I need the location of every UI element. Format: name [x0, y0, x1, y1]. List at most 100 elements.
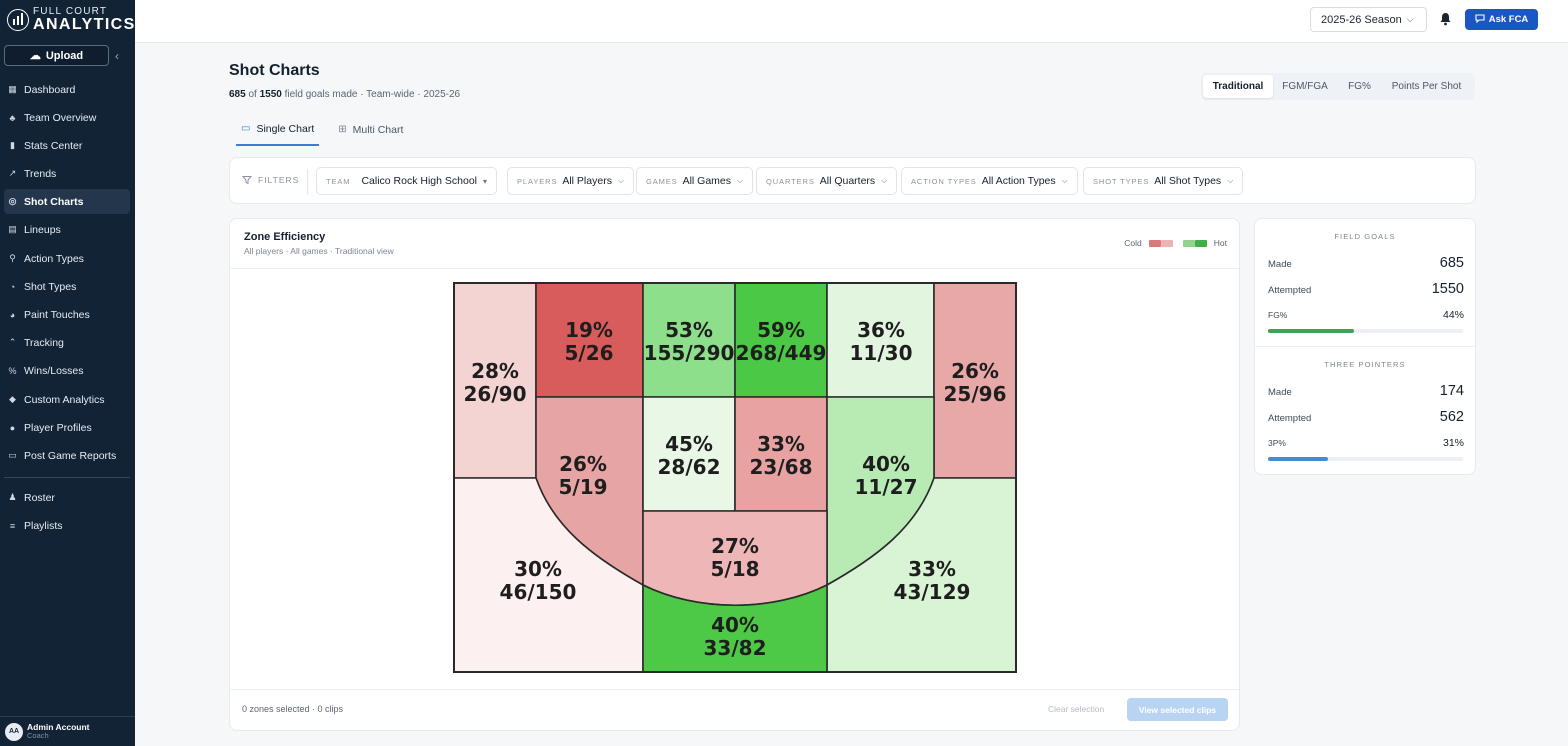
filter-key: TEAM	[326, 176, 351, 186]
zone-top-key-mid[interactable]: 27%5/18	[642, 510, 828, 606]
view-option-fgm-fga[interactable]: FGM/FGA	[1282, 81, 1328, 92]
3p-attempted-row: Attempted 562	[1268, 409, 1464, 425]
sidebar-item-label: Post Game Reports	[24, 449, 117, 462]
app-logo[interactable]: FULL COURT ANALYTICS	[7, 6, 136, 34]
filter-key: QUARTERS	[766, 176, 815, 186]
clear-selection-button[interactable]: Clear selection	[1048, 704, 1105, 714]
tab-multi-chart[interactable]: ⊞ Multi Chart	[333, 113, 408, 146]
chevron-down-icon: ⌵	[737, 176, 744, 185]
tab-single-chart[interactable]: ▭ Single Chart	[236, 113, 320, 146]
3p-pct-row: 3P% 31%	[1268, 437, 1464, 449]
ask-fca-button[interactable]: Ask FCA	[1465, 9, 1538, 30]
playlist-icon: ≡	[9, 520, 16, 531]
cloud-upload-icon: ☁	[29, 50, 41, 62]
sidebar-item-team-overview[interactable]: ♣ Team Overview	[4, 105, 130, 130]
sidebar-item-lineups[interactable]: ▤ Lineups	[4, 217, 130, 242]
collapse-sidebar-icon[interactable]: ‹	[115, 49, 119, 63]
attempt-count: 1550	[259, 89, 282, 100]
sidebar-item-dashboard[interactable]: ▦ Dashboard	[4, 77, 130, 102]
zone-right-elbow-mid[interactable]: 40%11/27	[826, 396, 935, 587]
zone-right-wing-three[interactable]: 33%43/129	[826, 477, 1017, 673]
sidebar-item-shot-types[interactable]: ◔ Shot Types	[4, 274, 130, 299]
legend-swatch	[1182, 239, 1195, 247]
sidebar-item-stats-center[interactable]: ▮ Stats Center	[4, 133, 130, 158]
legend-swatch	[1160, 239, 1173, 247]
zone-efficiency-card: Zone Efficiency All players · All games …	[229, 218, 1240, 731]
chevron-down-icon: ⌵	[1061, 176, 1068, 185]
zone-pct-label: 40%	[862, 452, 910, 476]
zone-fraction-label: 43/129	[894, 580, 971, 604]
sidebar-item-paint-touches[interactable]: ◕ Paint Touches	[4, 302, 130, 327]
chat-icon	[1475, 13, 1485, 26]
zone-fraction-label: 23/68	[750, 455, 813, 479]
sidebar-item-trends[interactable]: ↗ Trends	[4, 161, 130, 186]
ask-fca-label: Ask FCA	[1488, 14, 1529, 25]
zone-left-wing-three[interactable]: 30%46/150	[453, 477, 644, 673]
filter-quarters[interactable]: QUARTERS All Quarters ⌵	[756, 167, 898, 195]
zone-fraction-label: 5/26	[564, 341, 613, 365]
sidebar-item-post-game-reports[interactable]: ▭ Post Game Reports	[4, 443, 130, 468]
sidebar-item-label: Wins/Losses	[24, 364, 84, 377]
table-icon: ▤	[8, 224, 17, 234]
sidebar-item-shot-charts[interactable]: ◎ Shot Charts	[4, 189, 130, 214]
filter-games[interactable]: GAMES All Games ⌵	[636, 167, 754, 195]
view-option-points-per-shot[interactable]: Points Per Shot	[1391, 81, 1462, 92]
sidebar-item-roster[interactable]: ♟ Roster	[4, 485, 130, 510]
filter-value: All Action Types	[981, 175, 1056, 187]
zone-pct-label: 33%	[757, 432, 805, 456]
legend-hot-swatches	[1182, 239, 1207, 247]
filter-action-types[interactable]: ACTION TYPES All Action Types ⌵	[901, 167, 1078, 195]
sidebar-item-label: Trends	[24, 167, 57, 180]
tab-label: Single Chart	[256, 122, 315, 135]
filter-players[interactable]: PLAYERS All Players ⌵	[507, 167, 635, 195]
zone-right-baseline-mid[interactable]: 36%11/30	[826, 282, 935, 398]
stat-label: Made	[1268, 259, 1292, 270]
avatar: AA	[5, 722, 23, 741]
divider	[1255, 346, 1475, 347]
three-pointers-heading: THREE POINTERS	[1324, 360, 1406, 369]
sidebar-item-label: Playlists	[24, 519, 63, 532]
single-chart-icon: ▭	[241, 123, 251, 134]
divider	[230, 689, 1239, 690]
filter-value: All Shot Types	[1154, 175, 1222, 187]
zone-top-key-three[interactable]: 40%33/82	[642, 583, 828, 673]
zone-left-corner-upper[interactable]: 28%26/90	[453, 282, 537, 479]
sidebar-item-custom-analytics[interactable]: ◆ Custom Analytics	[4, 387, 130, 412]
season-select[interactable]: 2025-26 Season ⌵	[1310, 7, 1427, 32]
view-option-traditional[interactable]: Traditional	[1203, 75, 1273, 98]
sidebar-item-action-types[interactable]: ⚲ Action Types	[4, 246, 130, 271]
court-boundary	[453, 282, 1017, 673]
user-name: Admin Account	[27, 722, 90, 733]
zone-left-lane[interactable]: 45%28/62	[642, 396, 736, 512]
sidebar-item-wins-losses[interactable]: % Wins/Losses	[4, 358, 130, 383]
subtitle-rest: field goals made · Team-wide · 2025-26	[284, 89, 461, 100]
user-role: Coach	[27, 730, 49, 740]
bell-icon[interactable]	[1439, 12, 1453, 26]
sidebar-item-playlists[interactable]: ≡ Playlists	[4, 513, 130, 538]
user-profile[interactable]: AA Admin Account Coach	[0, 716, 135, 746]
chevron-down-icon: ⌵	[617, 176, 625, 185]
zone-left-baseline-mid[interactable]: 19%5/26	[535, 282, 644, 398]
zone-fraction-label: 26/90	[464, 382, 527, 406]
3p-made-row: Made 174	[1268, 383, 1464, 399]
logo-text-top: FULL COURT	[33, 6, 108, 17]
zone-right-paint-block[interactable]: 59%268/449	[734, 282, 828, 398]
zone-right-corner-upper[interactable]: 26%25/96	[933, 282, 1017, 479]
sidebar-item-player-profiles[interactable]: ● Player Profiles	[4, 415, 130, 440]
stat-label: Attempted	[1268, 413, 1312, 424]
filter-team[interactable]: TEAM Calico Rock High School ▾	[316, 167, 498, 195]
view-option-fg-[interactable]: FG%	[1348, 81, 1371, 92]
sidebar-item-label: Shot Charts	[24, 195, 84, 208]
zone-left-paint-block[interactable]: 53%155/290	[642, 282, 736, 398]
sidebar-item-label: Shot Types	[24, 280, 77, 293]
upload-button[interactable]: ☁ Upload	[4, 45, 109, 66]
sidebar-item-label: Player Profiles	[24, 421, 92, 434]
basketball-icon: ◔	[9, 281, 16, 292]
zone-pct-label: 28%	[471, 359, 519, 383]
filter-shot-types[interactable]: SHOT TYPES All Shot Types ⌵	[1083, 167, 1244, 195]
zone-fraction-label: 11/27	[855, 475, 918, 499]
sidebar: FULL COURT ANALYTICS ☁ Upload ‹ ▦ Dashboa…	[0, 0, 135, 746]
zone-right-lane[interactable]: 33%23/68	[734, 396, 828, 512]
view-selected-clips-button[interactable]: View selected clips	[1127, 698, 1228, 721]
sidebar-item-tracking[interactable]: ⌃ Tracking	[4, 330, 130, 355]
